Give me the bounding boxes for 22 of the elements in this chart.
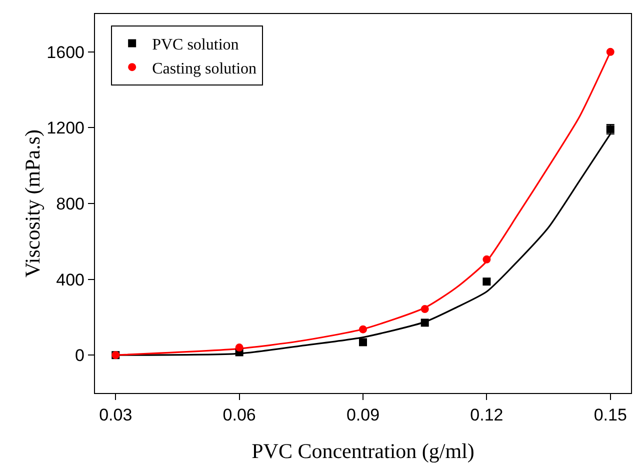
point (482, 278, 491, 286)
x-tick-label: 0.03 (99, 406, 132, 424)
y-tick-label: 800 (56, 194, 84, 214)
point (235, 344, 244, 352)
x-tick-label: 0.12 (470, 406, 504, 424)
point (359, 338, 367, 346)
x-tick-label: 0.09 (346, 406, 380, 424)
x-tick-label: 0.15 (594, 406, 627, 424)
point (420, 305, 429, 314)
y-tick-label: 1600 (46, 42, 84, 62)
point (420, 318, 429, 327)
point (359, 325, 367, 334)
x-tick-label: 0.06 (222, 406, 256, 424)
x-axis-title: PVC Concentration (g/ml) (252, 439, 474, 463)
y-tick-label: 0 (75, 346, 84, 366)
y-tick-label: 400 (56, 270, 84, 290)
y-tick-label: 1200 (46, 118, 84, 138)
legend-label: Casting solution (152, 60, 257, 78)
point (606, 48, 614, 56)
point (482, 255, 491, 264)
legend-label: PVC solution (152, 36, 239, 54)
y-axis-title: Viscosity (mPa.s) (20, 129, 45, 278)
